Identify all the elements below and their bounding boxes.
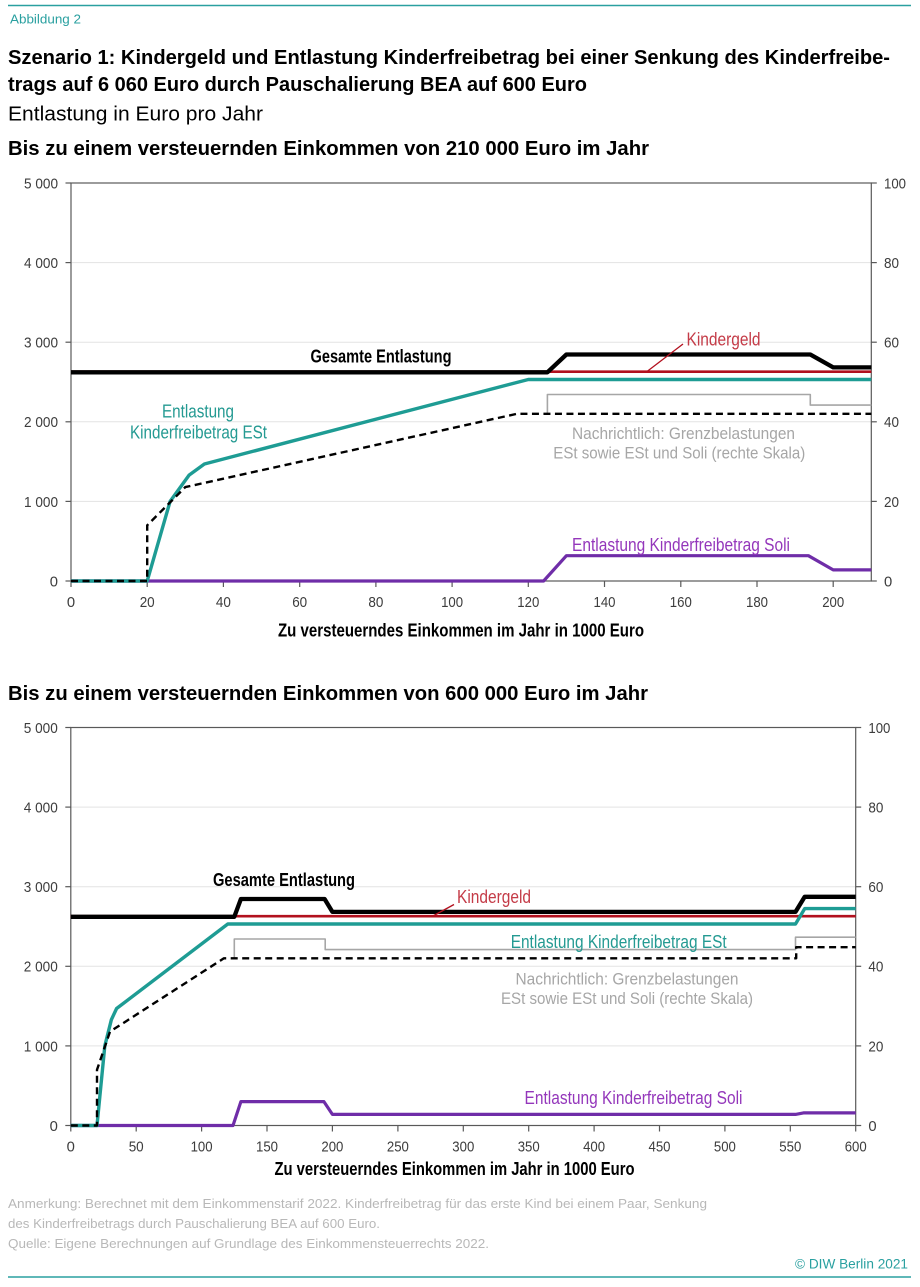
- svg-text:Abbildung 2: Abbildung 2: [10, 12, 81, 27]
- svg-text:Bis zu einem versteuernden Ein: Bis zu einem versteuernden Einkommen von…: [8, 683, 648, 705]
- svg-text:Entlastung: Entlastung: [162, 401, 234, 422]
- svg-text:300: 300: [452, 1140, 474, 1156]
- svg-text:© DIW Berlin 2021: © DIW Berlin 2021: [795, 1257, 908, 1272]
- svg-text:100: 100: [868, 721, 890, 737]
- svg-text:ESt sowie ESt und Soli (rechte: ESt sowie ESt und Soli (rechte Skala): [501, 990, 753, 1008]
- svg-text:5 000: 5 000: [24, 176, 58, 192]
- svg-text:Bis zu einem versteuernden Ein: Bis zu einem versteuernden Einkommen von…: [8, 138, 649, 160]
- svg-text:200: 200: [822, 595, 844, 611]
- svg-text:60: 60: [292, 595, 307, 611]
- svg-text:100: 100: [441, 595, 463, 611]
- svg-text:Entlastung in Euro pro Jahr: Entlastung in Euro pro Jahr: [8, 103, 263, 126]
- svg-text:2 000: 2 000: [24, 960, 58, 976]
- svg-text:0: 0: [884, 574, 892, 590]
- svg-text:160: 160: [670, 595, 692, 611]
- svg-text:100: 100: [191, 1140, 213, 1156]
- svg-text:Zu versteuerndes Einkommen im: Zu versteuerndes Einkommen im Jahr in 10…: [278, 620, 644, 641]
- svg-text:120: 120: [517, 595, 539, 611]
- svg-text:Entlastung Kinderfreibetrag So: Entlastung Kinderfreibetrag Soli: [572, 534, 790, 555]
- svg-text:100: 100: [884, 176, 906, 192]
- svg-text:ESt sowie ESt und Soli (rechte: ESt sowie ESt und Soli (rechte Skala): [553, 445, 805, 463]
- svg-text:40: 40: [216, 595, 231, 611]
- svg-text:80: 80: [368, 595, 383, 611]
- svg-text:Gesamte Entlastung: Gesamte Entlastung: [213, 869, 355, 890]
- svg-text:350: 350: [518, 1140, 540, 1156]
- svg-text:60: 60: [868, 880, 883, 896]
- svg-text:0: 0: [67, 595, 75, 611]
- svg-text:Entlastung Kinderfreibetrag ES: Entlastung Kinderfreibetrag ESt: [511, 931, 728, 952]
- svg-text:Kinderfreibetrag ESt: Kinderfreibetrag ESt: [130, 422, 268, 443]
- svg-text:0: 0: [67, 1140, 75, 1156]
- svg-text:Entlastung Kinderfreibetrag So: Entlastung Kinderfreibetrag Soli: [525, 1087, 743, 1108]
- svg-text:0: 0: [868, 1119, 876, 1135]
- svg-text:50: 50: [129, 1140, 144, 1156]
- svg-text:200: 200: [321, 1140, 343, 1156]
- svg-text:0: 0: [50, 1119, 58, 1135]
- svg-text:Nachrichtlich: Grenzbelastunge: Nachrichtlich: Grenzbelastungen: [572, 425, 795, 443]
- svg-text:60: 60: [884, 336, 899, 352]
- svg-text:40: 40: [868, 960, 883, 976]
- svg-text:40: 40: [884, 415, 899, 431]
- svg-text:Kindergeld: Kindergeld: [457, 887, 531, 907]
- svg-text:4 000: 4 000: [24, 801, 58, 817]
- svg-text:20: 20: [868, 1039, 883, 1055]
- svg-text:4 000: 4 000: [24, 256, 58, 272]
- svg-text:2 000: 2 000: [24, 415, 58, 431]
- svg-text:Gesamte Entlastung: Gesamte Entlastung: [311, 346, 452, 367]
- svg-text:250: 250: [387, 1140, 409, 1156]
- svg-text:Nachrichtlich: Grenzbelastunge: Nachrichtlich: Grenzbelastungen: [516, 971, 739, 989]
- svg-text:3 000: 3 000: [24, 336, 58, 352]
- svg-text:140: 140: [594, 595, 616, 611]
- svg-text:400: 400: [583, 1140, 605, 1156]
- svg-text:trags auf 6 060 Euro durch Pau: trags auf 6 060 Euro durch Pauschalierun…: [8, 73, 587, 96]
- svg-text:Szenario 1: Kindergeld und Ent: Szenario 1: Kindergeld und Entlastung Ki…: [8, 46, 890, 69]
- svg-text:180: 180: [746, 595, 768, 611]
- svg-text:1 000: 1 000: [24, 1039, 58, 1055]
- svg-text:150: 150: [256, 1140, 278, 1156]
- svg-text:600: 600: [845, 1140, 867, 1156]
- svg-text:20: 20: [884, 495, 899, 511]
- svg-text:des Kinderfreibetrags durch Pa: des Kinderfreibetrags durch Pauschalieru…: [8, 1216, 380, 1231]
- svg-text:0: 0: [50, 574, 58, 590]
- svg-text:Zu versteuerndes Einkommen im: Zu versteuerndes Einkommen im Jahr in 10…: [275, 1158, 635, 1179]
- svg-text:450: 450: [649, 1140, 671, 1156]
- svg-text:Anmerkung: Berechnet mit dem E: Anmerkung: Berechnet mit dem Einkommenst…: [8, 1196, 707, 1211]
- svg-text:80: 80: [884, 256, 899, 272]
- svg-text:3 000: 3 000: [24, 880, 58, 896]
- svg-text:80: 80: [868, 801, 883, 817]
- svg-text:20: 20: [140, 595, 155, 611]
- svg-text:Kindergeld: Kindergeld: [687, 330, 761, 350]
- svg-text:1 000: 1 000: [24, 495, 58, 511]
- svg-text:5 000: 5 000: [24, 721, 58, 737]
- svg-text:Quelle: Eigene Berechnungen au: Quelle: Eigene Berechnungen auf Grundlag…: [8, 1236, 489, 1251]
- svg-text:500: 500: [714, 1140, 736, 1156]
- svg-text:550: 550: [779, 1140, 801, 1156]
